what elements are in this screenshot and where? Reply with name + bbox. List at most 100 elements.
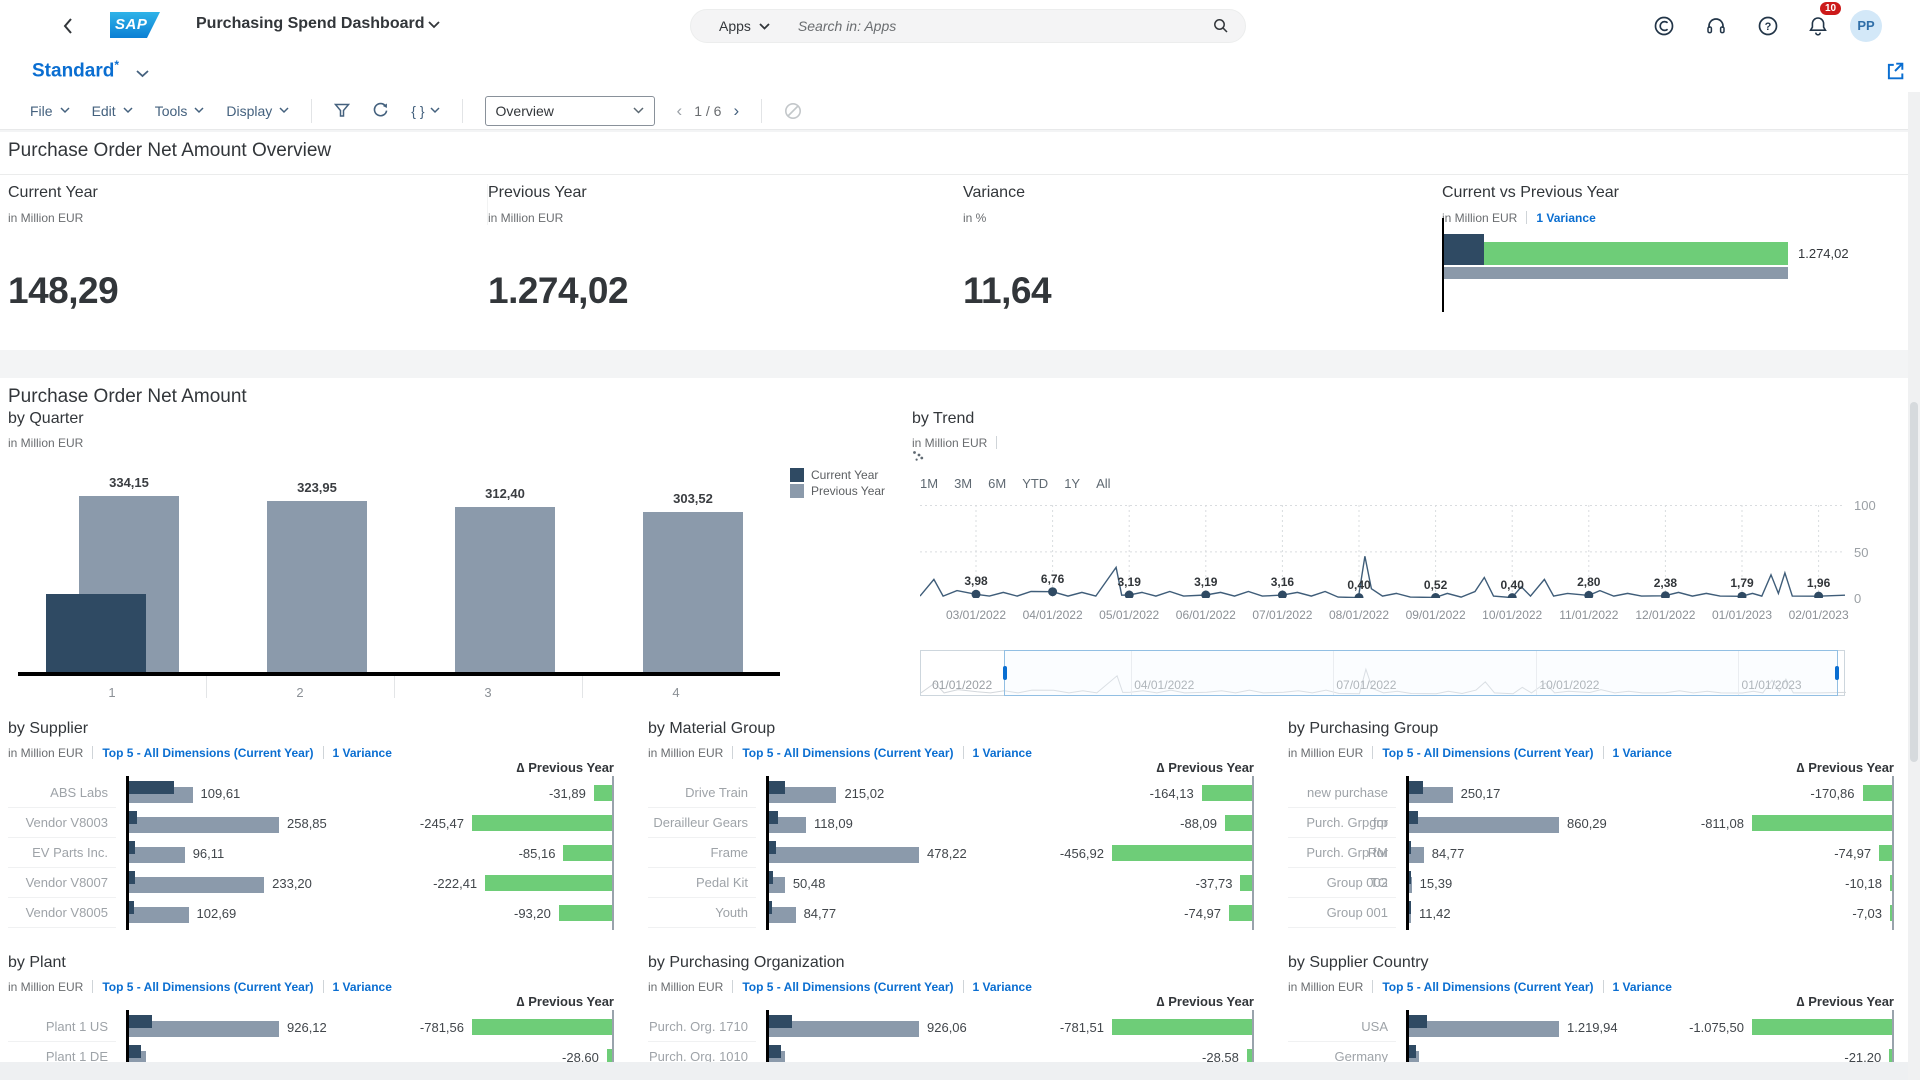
code-expression-button[interactable]: { } xyxy=(411,103,439,119)
variance-bar xyxy=(1240,875,1252,891)
back-icon[interactable] xyxy=(62,16,74,36)
refresh-icon[interactable] xyxy=(372,102,389,119)
menu-edit[interactable]: Edit xyxy=(92,103,133,119)
chevron-down-icon[interactable] xyxy=(136,70,149,78)
notifications-bell-icon[interactable] xyxy=(1806,14,1830,38)
row-value-label: 926,12 xyxy=(287,1020,327,1035)
top5-link[interactable]: Top 5 - All Dimensions (Current Year) xyxy=(742,746,953,760)
legend-swatch xyxy=(790,484,804,498)
variance-bar xyxy=(1112,1019,1252,1035)
variance-bar xyxy=(1225,815,1252,831)
search-icon[interactable] xyxy=(1213,18,1229,34)
data-point-label: 3,19 xyxy=(1118,575,1141,589)
variance-value-label: -31,89 xyxy=(549,786,586,801)
variance-bar xyxy=(1112,845,1252,861)
range-button-6m[interactable]: 6M xyxy=(988,476,1006,491)
avatar[interactable]: PP xyxy=(1850,10,1882,42)
data-point xyxy=(1584,591,1593,598)
x-axis-tick: 12/01/2022 xyxy=(1635,608,1695,622)
panel-by-supplier-country: by Supplier Countryin Million EURTop 5 -… xyxy=(1288,954,1904,1062)
variant-selector[interactable]: Standard* xyxy=(32,58,119,82)
copilot-icon[interactable] xyxy=(1652,14,1676,38)
variance-link[interactable]: 1 Variance xyxy=(333,980,392,994)
panel-row: Germany-21,20 xyxy=(1288,1042,1904,1062)
row-label: Purch. Grp for RM xyxy=(1288,808,1396,838)
panel-rows: Purch. Org. 1710926,06-781,51Purch. Org.… xyxy=(648,1012,1264,1062)
x-axis-tick: 06/01/2022 xyxy=(1176,608,1236,622)
current-year-bar xyxy=(46,594,146,672)
separator xyxy=(1603,746,1604,759)
scrollbar[interactable] xyxy=(1908,92,1920,1080)
row-value-label: 50,48 xyxy=(793,876,826,891)
share-export-icon[interactable] xyxy=(1884,60,1906,82)
top5-link[interactable]: Top 5 - All Dimensions (Current Year) xyxy=(1382,746,1593,760)
panel-row: ABS Labs109,61-31,89 xyxy=(8,778,624,808)
variance-link[interactable]: 1 Variance xyxy=(973,746,1032,760)
next-page-icon[interactable]: › xyxy=(733,101,739,121)
variance-link[interactable]: 1 Variance xyxy=(973,980,1032,994)
range-button-ytd[interactable]: YTD xyxy=(1022,476,1048,491)
chevron-down-icon[interactable] xyxy=(428,21,440,29)
range-button-all[interactable]: All xyxy=(1096,476,1110,491)
x-axis-tick: 3 xyxy=(394,685,582,700)
range-button-1y[interactable]: 1Y xyxy=(1064,476,1080,491)
x-axis-tick: 08/01/2022 xyxy=(1329,608,1389,622)
navigator-selection[interactable] xyxy=(1004,650,1837,696)
variance-bar xyxy=(1890,905,1892,921)
panel-title: by Supplier xyxy=(8,720,88,738)
panel-rows: USA1.219,94-1.075,50Germany-21,20 xyxy=(1288,1012,1904,1062)
variance-link[interactable]: 1 Variance xyxy=(1613,980,1672,994)
previous-year-bar xyxy=(267,501,367,672)
quarter-bar-group: 303,524 xyxy=(582,450,770,672)
variance-link[interactable]: 1 Variance xyxy=(333,746,392,760)
data-point-label: 3,16 xyxy=(1271,575,1294,589)
drill-icon[interactable] xyxy=(912,450,924,462)
previous-year-bar xyxy=(129,907,189,923)
data-point xyxy=(1738,592,1747,598)
menu-tools[interactable]: Tools xyxy=(155,103,205,119)
panel-row: Frame478,22-456,92 xyxy=(648,838,1264,868)
row-label: Frame xyxy=(648,838,756,868)
panel-row: Purch. Org. 1010-28,58 xyxy=(648,1042,1264,1062)
row-value-label: 250,17 xyxy=(1461,786,1501,801)
y-axis-tick: 50 xyxy=(1854,545,1868,560)
menu-display[interactable]: Display xyxy=(226,103,289,119)
top5-link[interactable]: Top 5 - All Dimensions (Current Year) xyxy=(742,980,953,994)
filter-icon[interactable] xyxy=(334,103,350,118)
prev-page-icon[interactable]: ‹ xyxy=(677,101,683,121)
current-year-bar xyxy=(769,841,776,854)
navigator-left-handle[interactable] xyxy=(1003,666,1007,680)
x-axis-tick: 07/01/2022 xyxy=(1252,608,1312,622)
separator xyxy=(732,980,733,993)
variant-modified-marker: * xyxy=(114,58,119,72)
variance-bar xyxy=(1889,1049,1892,1062)
navigator-right-handle[interactable] xyxy=(1835,666,1839,680)
global-search[interactable]: Apps Search in: Apps xyxy=(690,9,1246,43)
variance-link[interactable]: 1 Variance xyxy=(1536,211,1595,225)
menu-file[interactable]: File xyxy=(30,103,70,119)
quarter-chart-panel: by Quarter in Million EUR 334,151323,952… xyxy=(8,410,888,710)
menu-edit-label: Edit xyxy=(92,103,116,119)
panel-row: Derailleur Gears118,09-88,09 xyxy=(648,808,1264,838)
page-select[interactable]: Overview xyxy=(485,96,655,126)
variance-link[interactable]: 1 Variance xyxy=(1613,746,1672,760)
support-headset-icon[interactable] xyxy=(1704,14,1728,38)
row-label: Vendor V8003 xyxy=(8,808,116,838)
tick-separator xyxy=(206,676,207,698)
data-point xyxy=(1431,593,1440,598)
row-value-label: 109,61 xyxy=(201,786,241,801)
search-input[interactable]: Search in: Apps xyxy=(798,18,1213,34)
variance-value-label: -222,41 xyxy=(433,876,477,891)
top5-link[interactable]: Top 5 - All Dimensions (Current Year) xyxy=(102,746,313,760)
scrollbar-thumb[interactable] xyxy=(1910,402,1918,762)
variance-value-label: -10,18 xyxy=(1845,876,1882,891)
help-icon[interactable]: ? xyxy=(1756,14,1780,38)
top5-link[interactable]: Top 5 - All Dimensions (Current Year) xyxy=(1382,980,1593,994)
app-title[interactable]: Purchasing Spend Dashboard xyxy=(196,15,424,33)
variance-value-label: -245,47 xyxy=(420,816,464,831)
search-scope-select[interactable]: Apps xyxy=(719,18,770,34)
range-button-1m[interactable]: 1M xyxy=(920,476,938,491)
top5-link[interactable]: Top 5 - All Dimensions (Current Year) xyxy=(102,980,313,994)
trend-navigator[interactable]: 01/01/202204/01/202207/01/202210/01/2022… xyxy=(920,650,1845,696)
range-button-3m[interactable]: 3M xyxy=(954,476,972,491)
